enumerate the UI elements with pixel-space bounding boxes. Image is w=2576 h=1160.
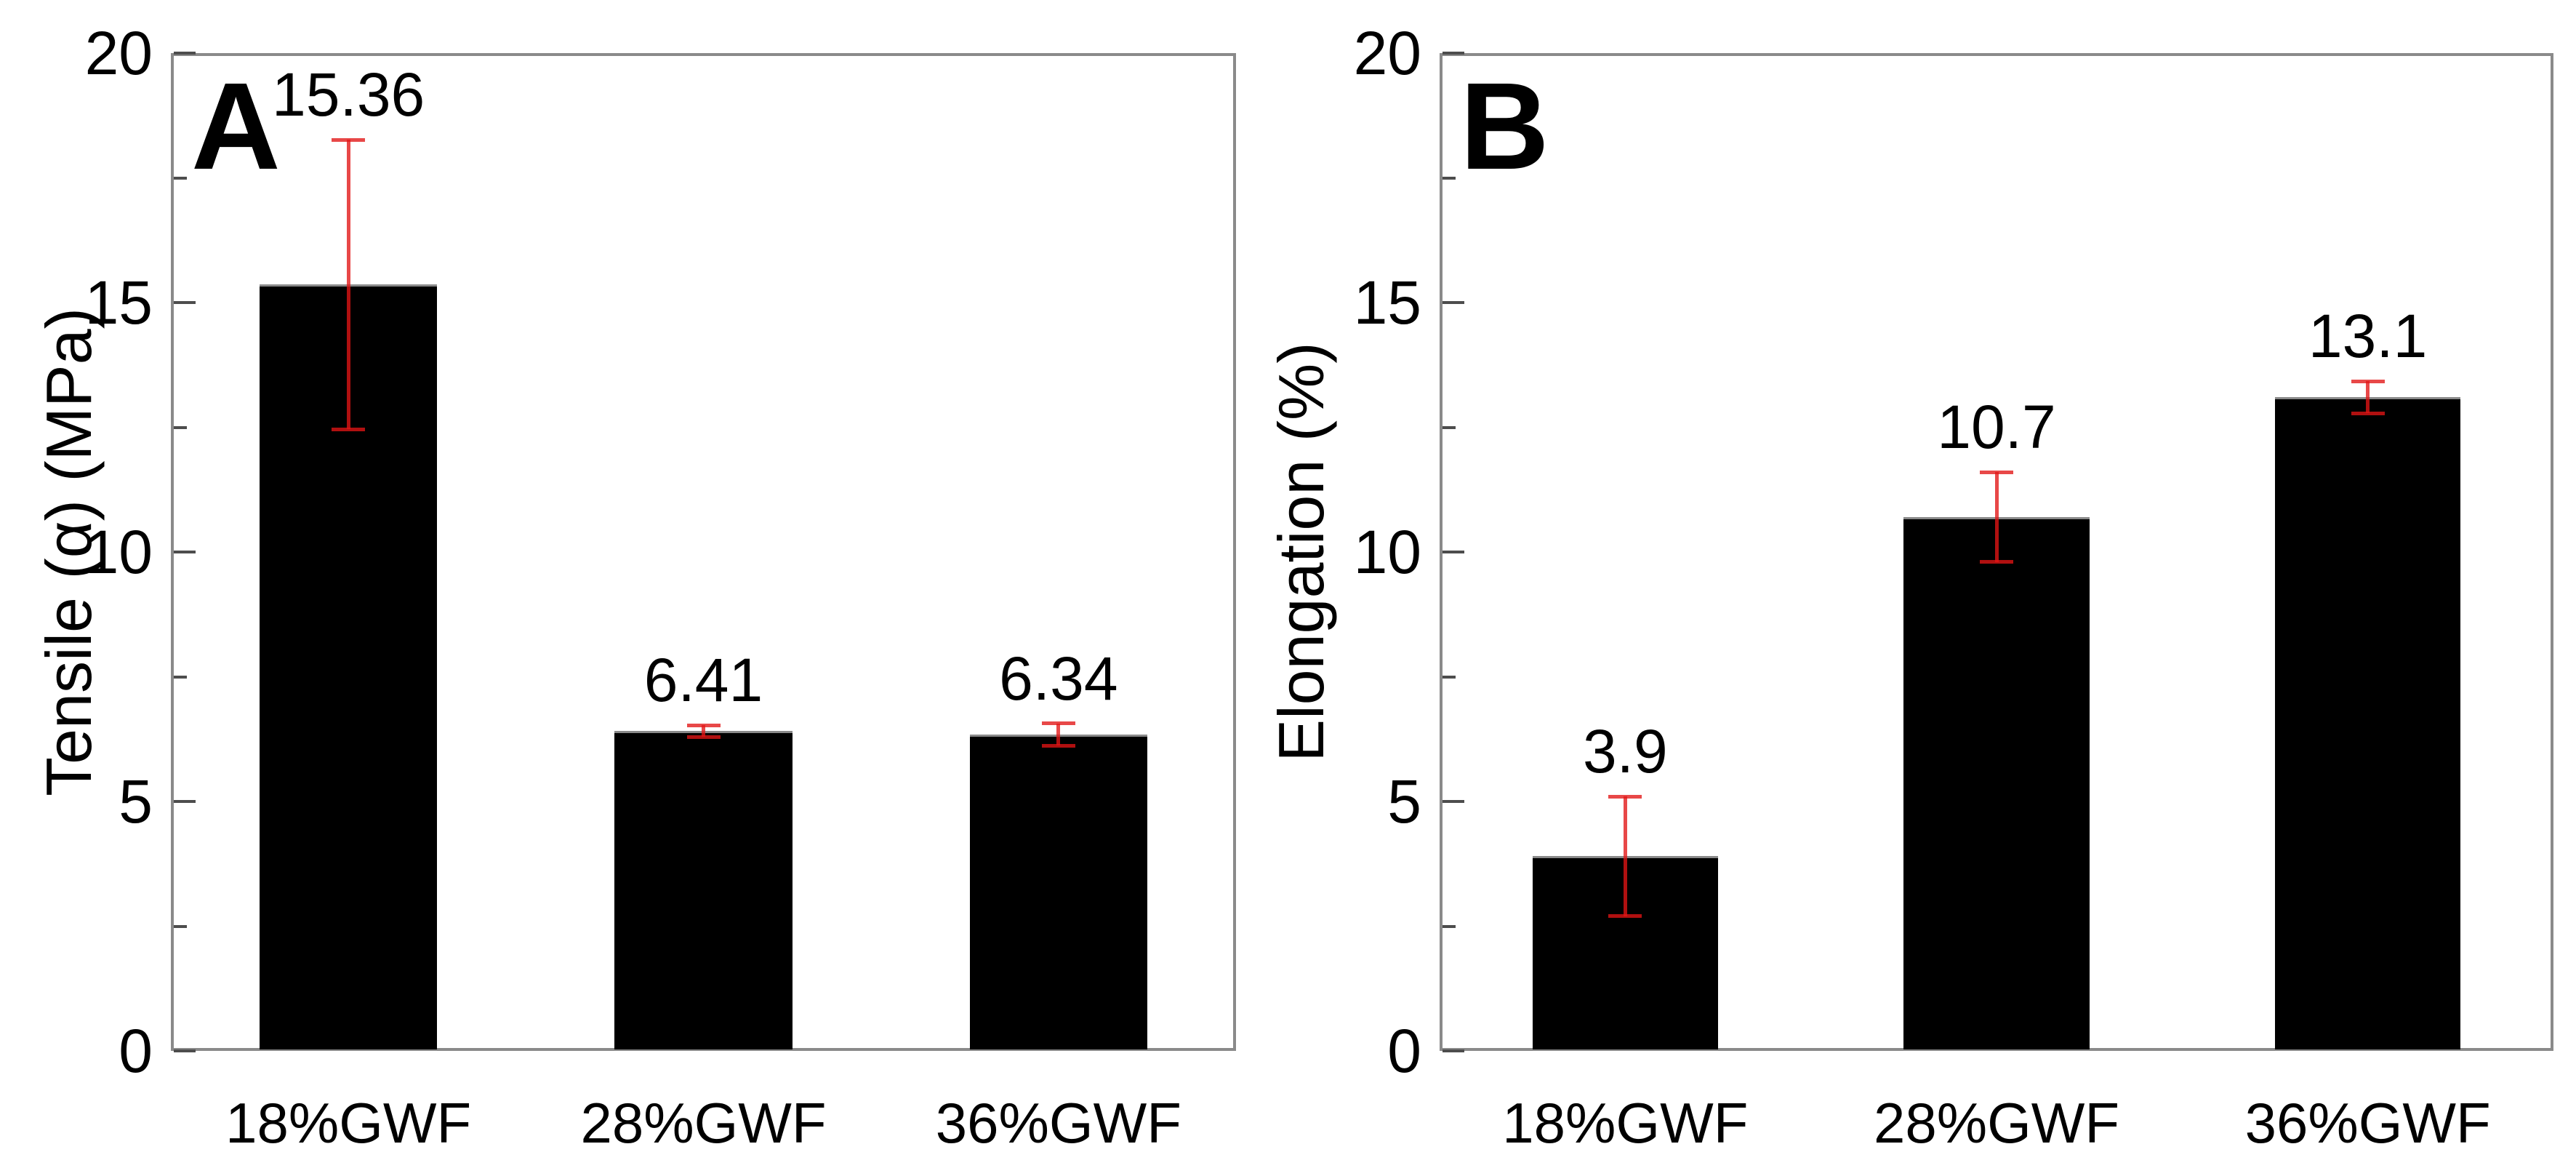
bar-value-label: 15.36	[272, 60, 425, 129]
bar-28%GWF	[1903, 516, 2090, 1049]
y-major-tick	[174, 551, 196, 553]
error-bar-cap	[2351, 379, 2385, 383]
error-bar-cap	[686, 723, 721, 727]
bar-28%GWF	[614, 731, 793, 1049]
y-major-tick	[174, 301, 196, 304]
x-category-label: 36%GWF	[2244, 1091, 2491, 1155]
y-tick-label: 5	[1387, 767, 1421, 836]
y-minor-tick	[1443, 176, 1456, 180]
y-tick-label: 5	[119, 767, 153, 836]
plot-frame	[171, 53, 1236, 1051]
plot-frame	[1440, 53, 2553, 1051]
y-tick-label: 15	[84, 268, 153, 337]
y-tick-label: 10	[1353, 518, 1421, 586]
x-category-label: 28%GWF	[1873, 1091, 2120, 1155]
error-bar-cap	[332, 427, 366, 431]
panel-letter: B	[1460, 57, 1549, 196]
y-major-tick	[174, 52, 196, 55]
x-category-label: 18%GWF	[225, 1091, 472, 1155]
error-bar-line	[1056, 723, 1061, 746]
y-major-tick	[174, 800, 196, 803]
error-bar-cap	[1608, 914, 1642, 919]
error-bar-line	[702, 725, 705, 737]
x-category-label: 18%GWF	[1502, 1091, 1749, 1155]
y-major-tick	[1443, 800, 1464, 803]
y-minor-tick	[174, 675, 187, 679]
y-minor-tick	[1443, 425, 1456, 429]
bar-value-label: 10.7	[1937, 393, 2056, 462]
bar-36%GWF	[969, 735, 1147, 1049]
y-tick-label: 15	[1353, 268, 1421, 337]
error-bar-cap	[2351, 411, 2385, 415]
y-minor-tick	[174, 176, 187, 180]
error-bar-line	[1994, 472, 1999, 562]
error-bar-line	[346, 140, 350, 430]
x-category-label: 36%GWF	[935, 1091, 1181, 1155]
error-bar-cap	[1041, 721, 1075, 726]
error-bar-cap	[1608, 794, 1642, 799]
y-minor-tick	[174, 924, 187, 928]
y-major-tick	[1443, 301, 1464, 304]
bar-value-label: 13.1	[2308, 302, 2428, 371]
x-category-label: 28%GWF	[580, 1091, 827, 1155]
y-major-tick	[1443, 1049, 1464, 1052]
y-major-tick	[174, 1049, 196, 1052]
error-bar-cap	[686, 735, 721, 739]
y-minor-tick	[174, 425, 187, 429]
y-tick-label: 0	[119, 1017, 153, 1085]
y-major-tick	[1443, 551, 1464, 553]
bar-value-label: 6.41	[643, 646, 763, 715]
bar-36%GWF	[2275, 397, 2461, 1049]
error-bar-cap	[332, 137, 366, 142]
y-tick-label: 20	[84, 19, 153, 87]
panel-letter: A	[191, 57, 281, 196]
error-bar-cap	[1980, 470, 2013, 474]
y-major-tick	[1443, 52, 1464, 55]
y-minor-tick	[1443, 924, 1456, 928]
error-bar-line	[1623, 796, 1627, 916]
error-bar-cap	[1980, 560, 2013, 564]
bar-value-label: 3.9	[1582, 717, 1668, 786]
y-minor-tick	[1443, 675, 1456, 679]
bar-value-label: 6.34	[999, 644, 1118, 713]
error-bar-line	[2366, 381, 2370, 414]
y-tick-label: 20	[1353, 19, 1421, 87]
y-tick-label: 10	[84, 518, 153, 586]
error-bar-cap	[1041, 743, 1075, 748]
y-tick-label: 0	[1387, 1017, 1421, 1085]
